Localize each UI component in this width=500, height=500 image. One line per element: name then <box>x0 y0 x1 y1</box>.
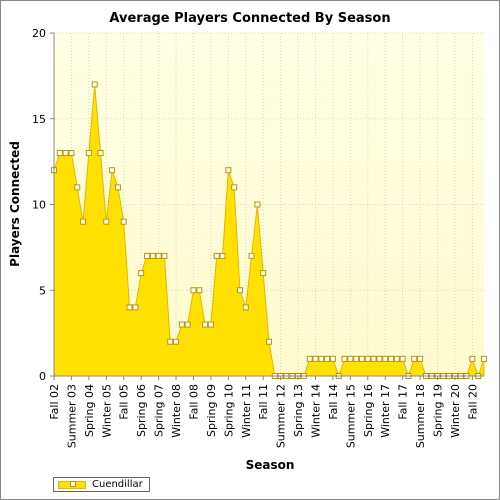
x-tick-label: Fall 02 <box>48 384 61 420</box>
data-point <box>341 355 348 362</box>
x-tick-label: Fall 05 <box>118 384 131 420</box>
legend-label: Cuendillar <box>92 479 143 490</box>
legend-marker <box>70 480 76 487</box>
data-point <box>56 150 63 157</box>
x-tick-label: Spring 19 <box>432 384 445 437</box>
data-point <box>80 218 87 225</box>
data-point <box>132 304 139 311</box>
data-point <box>74 184 81 191</box>
data-point <box>329 355 336 362</box>
x-tick-label: Fall 17 <box>397 384 410 420</box>
x-tick-label: Fall 08 <box>187 384 200 420</box>
data-point <box>103 218 110 225</box>
data-point <box>149 252 156 259</box>
data-point <box>138 270 145 277</box>
x-tick-label: Winter 11 <box>240 384 253 438</box>
data-point <box>266 338 272 345</box>
data-point <box>167 338 174 345</box>
data-point <box>376 355 383 362</box>
data-point <box>213 252 220 259</box>
x-tick-label: Spring 06 <box>135 384 148 437</box>
x-tick-label: Fall 11 <box>257 384 270 420</box>
data-point <box>306 355 313 362</box>
data-point <box>85 150 92 157</box>
x-tick-label: Fall 14 <box>327 384 340 420</box>
data-point <box>260 270 267 277</box>
data-point <box>120 218 127 225</box>
x-tick-label: Spring 09 <box>205 384 218 437</box>
data-point <box>97 150 104 157</box>
y-tick-label: 15 <box>32 113 46 126</box>
y-ticks: 0 5 10 15 20 <box>32 27 54 383</box>
y-tick-label: 10 <box>32 199 46 212</box>
data-point <box>219 252 226 259</box>
data-point <box>231 184 238 191</box>
x-tick-label: Winter 05 <box>100 384 113 438</box>
y-tick-label: 20 <box>32 27 46 40</box>
data-point <box>242 304 249 311</box>
data-point <box>202 321 209 328</box>
data-point <box>248 252 255 259</box>
x-axis-label: Season <box>246 458 295 472</box>
x-tick-label: Spring 07 <box>153 384 166 437</box>
data-point <box>126 304 133 311</box>
data-point <box>399 355 406 362</box>
data-point <box>254 201 261 208</box>
x-tick-label: Winter 20 <box>449 384 462 438</box>
chart-title: Average Players Connected By Season <box>109 11 390 26</box>
data-point <box>225 167 232 174</box>
data-point <box>62 150 69 157</box>
legend-swatch <box>58 480 86 489</box>
data-point <box>358 355 365 362</box>
data-point <box>196 287 203 294</box>
data-point <box>114 184 121 191</box>
data-point <box>370 355 377 362</box>
data-point <box>91 81 98 88</box>
data-point <box>207 321 214 328</box>
x-tick-label: Winter 08 <box>170 384 183 438</box>
y-axis-label: Players Connected <box>8 141 22 267</box>
data-point <box>190 287 197 294</box>
data-point <box>161 252 168 259</box>
x-tick-label: Summer 15 <box>344 384 357 448</box>
data-point <box>393 355 400 362</box>
x-tick-label: Summer 12 <box>275 384 288 448</box>
data-point <box>236 287 243 294</box>
x-tick-label: Spring 16 <box>362 384 375 437</box>
y-tick-label: 0 <box>39 370 46 383</box>
data-point <box>353 355 360 362</box>
x-ticks: Fall 02 Summer 03 Spring 04 Winter 05 Fall 0… <box>48 376 479 448</box>
x-tick-label: Summer 18 <box>414 384 427 448</box>
data-point <box>388 355 395 362</box>
data-point <box>312 355 319 362</box>
x-tick-label: Spring 13 <box>292 384 305 437</box>
data-point <box>411 355 418 362</box>
x-tick-label: Spring 04 <box>83 384 96 437</box>
data-point <box>178 321 185 328</box>
data-point <box>318 355 325 362</box>
data-point <box>173 338 180 345</box>
x-tick-label: Spring 10 <box>222 384 235 437</box>
data-point <box>184 321 191 328</box>
data-point <box>68 150 75 157</box>
data-point <box>417 355 424 362</box>
data-point <box>364 355 371 362</box>
x-tick-label: Fall 20 <box>466 384 479 420</box>
data-point <box>481 355 487 362</box>
legend: Cuendillar <box>53 477 150 492</box>
data-point <box>109 167 116 174</box>
data-point <box>469 355 476 362</box>
data-point <box>143 252 150 259</box>
data-point <box>324 355 331 362</box>
data-point <box>347 355 354 362</box>
x-tick-label: Winter 14 <box>309 384 322 438</box>
x-tick-label: Winter 17 <box>379 384 392 438</box>
data-point <box>155 252 162 259</box>
y-tick-label: 5 <box>39 284 46 297</box>
x-tick-label: Summer 03 <box>65 384 78 448</box>
data-point <box>382 355 389 362</box>
